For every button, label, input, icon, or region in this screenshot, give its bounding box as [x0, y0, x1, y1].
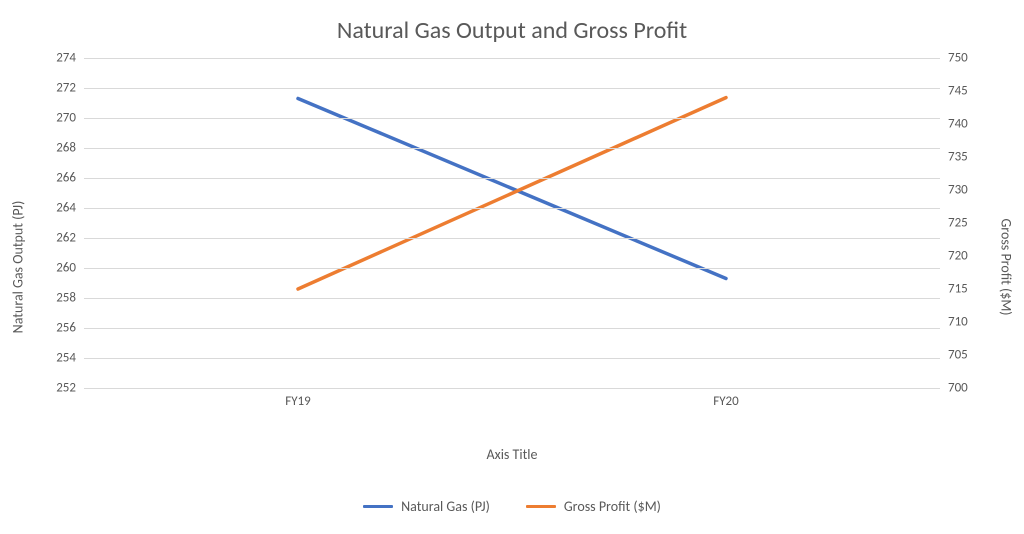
x-tick: FY19	[285, 394, 311, 409]
chart-container: Natural Gas Output and Gross Profit 2522…	[0, 0, 1024, 534]
gridline	[84, 118, 940, 119]
y-axis-left-label: Natural Gas Output (PJ)	[10, 201, 27, 334]
legend-item: Gross Profit ($M)	[526, 498, 661, 515]
legend-swatch	[363, 505, 393, 509]
gridline	[84, 178, 940, 179]
y-left-tick: 264	[56, 202, 84, 215]
legend-swatch	[526, 505, 556, 509]
legend-label: Gross Profit ($M)	[564, 498, 661, 515]
series-lines	[84, 58, 940, 388]
gridline	[84, 298, 940, 299]
y-right-tick: 710	[940, 316, 968, 329]
y-right-tick: 735	[940, 151, 968, 164]
gridline	[84, 58, 940, 59]
y-right-tick: 745	[940, 85, 968, 98]
y-left-tick: 254	[56, 352, 84, 365]
y-axis-right-label: Gross Profit ($M)	[998, 218, 1015, 315]
y-right-tick: 730	[940, 184, 968, 197]
gridline	[84, 358, 940, 359]
gridline	[84, 328, 940, 329]
y-right-tick: 740	[940, 118, 968, 131]
chart-title: Natural Gas Output and Gross Profit	[0, 16, 1024, 45]
gridline	[84, 88, 940, 89]
y-left-tick: 268	[56, 142, 84, 155]
y-left-tick: 272	[56, 82, 84, 95]
legend-label: Natural Gas (PJ)	[401, 498, 490, 515]
gridline	[84, 208, 940, 209]
y-right-tick: 720	[940, 250, 968, 263]
y-left-tick: 256	[56, 322, 84, 335]
y-left-tick: 252	[56, 382, 84, 395]
y-right-tick: 715	[940, 283, 968, 296]
x-axis-label: Axis Title	[487, 446, 538, 463]
y-right-tick: 700	[940, 382, 968, 395]
y-left-tick: 270	[56, 112, 84, 125]
y-right-tick: 705	[940, 349, 968, 362]
legend: Natural Gas (PJ) Gross Profit ($M)	[0, 498, 1024, 515]
gridline	[84, 268, 940, 269]
legend-item: Natural Gas (PJ)	[363, 498, 490, 515]
y-left-tick: 274	[56, 52, 84, 65]
gridline	[84, 148, 940, 149]
plot-area: 2522542562582602622642662682702722747007…	[84, 58, 940, 388]
x-tick: FY20	[713, 394, 739, 409]
y-left-tick: 262	[56, 232, 84, 245]
y-right-tick: 750	[940, 52, 968, 65]
y-left-tick: 260	[56, 262, 84, 275]
gridline	[84, 388, 940, 389]
y-right-tick: 725	[940, 217, 968, 230]
y-left-tick: 266	[56, 172, 84, 185]
y-left-tick: 258	[56, 292, 84, 305]
gridline	[84, 238, 940, 239]
